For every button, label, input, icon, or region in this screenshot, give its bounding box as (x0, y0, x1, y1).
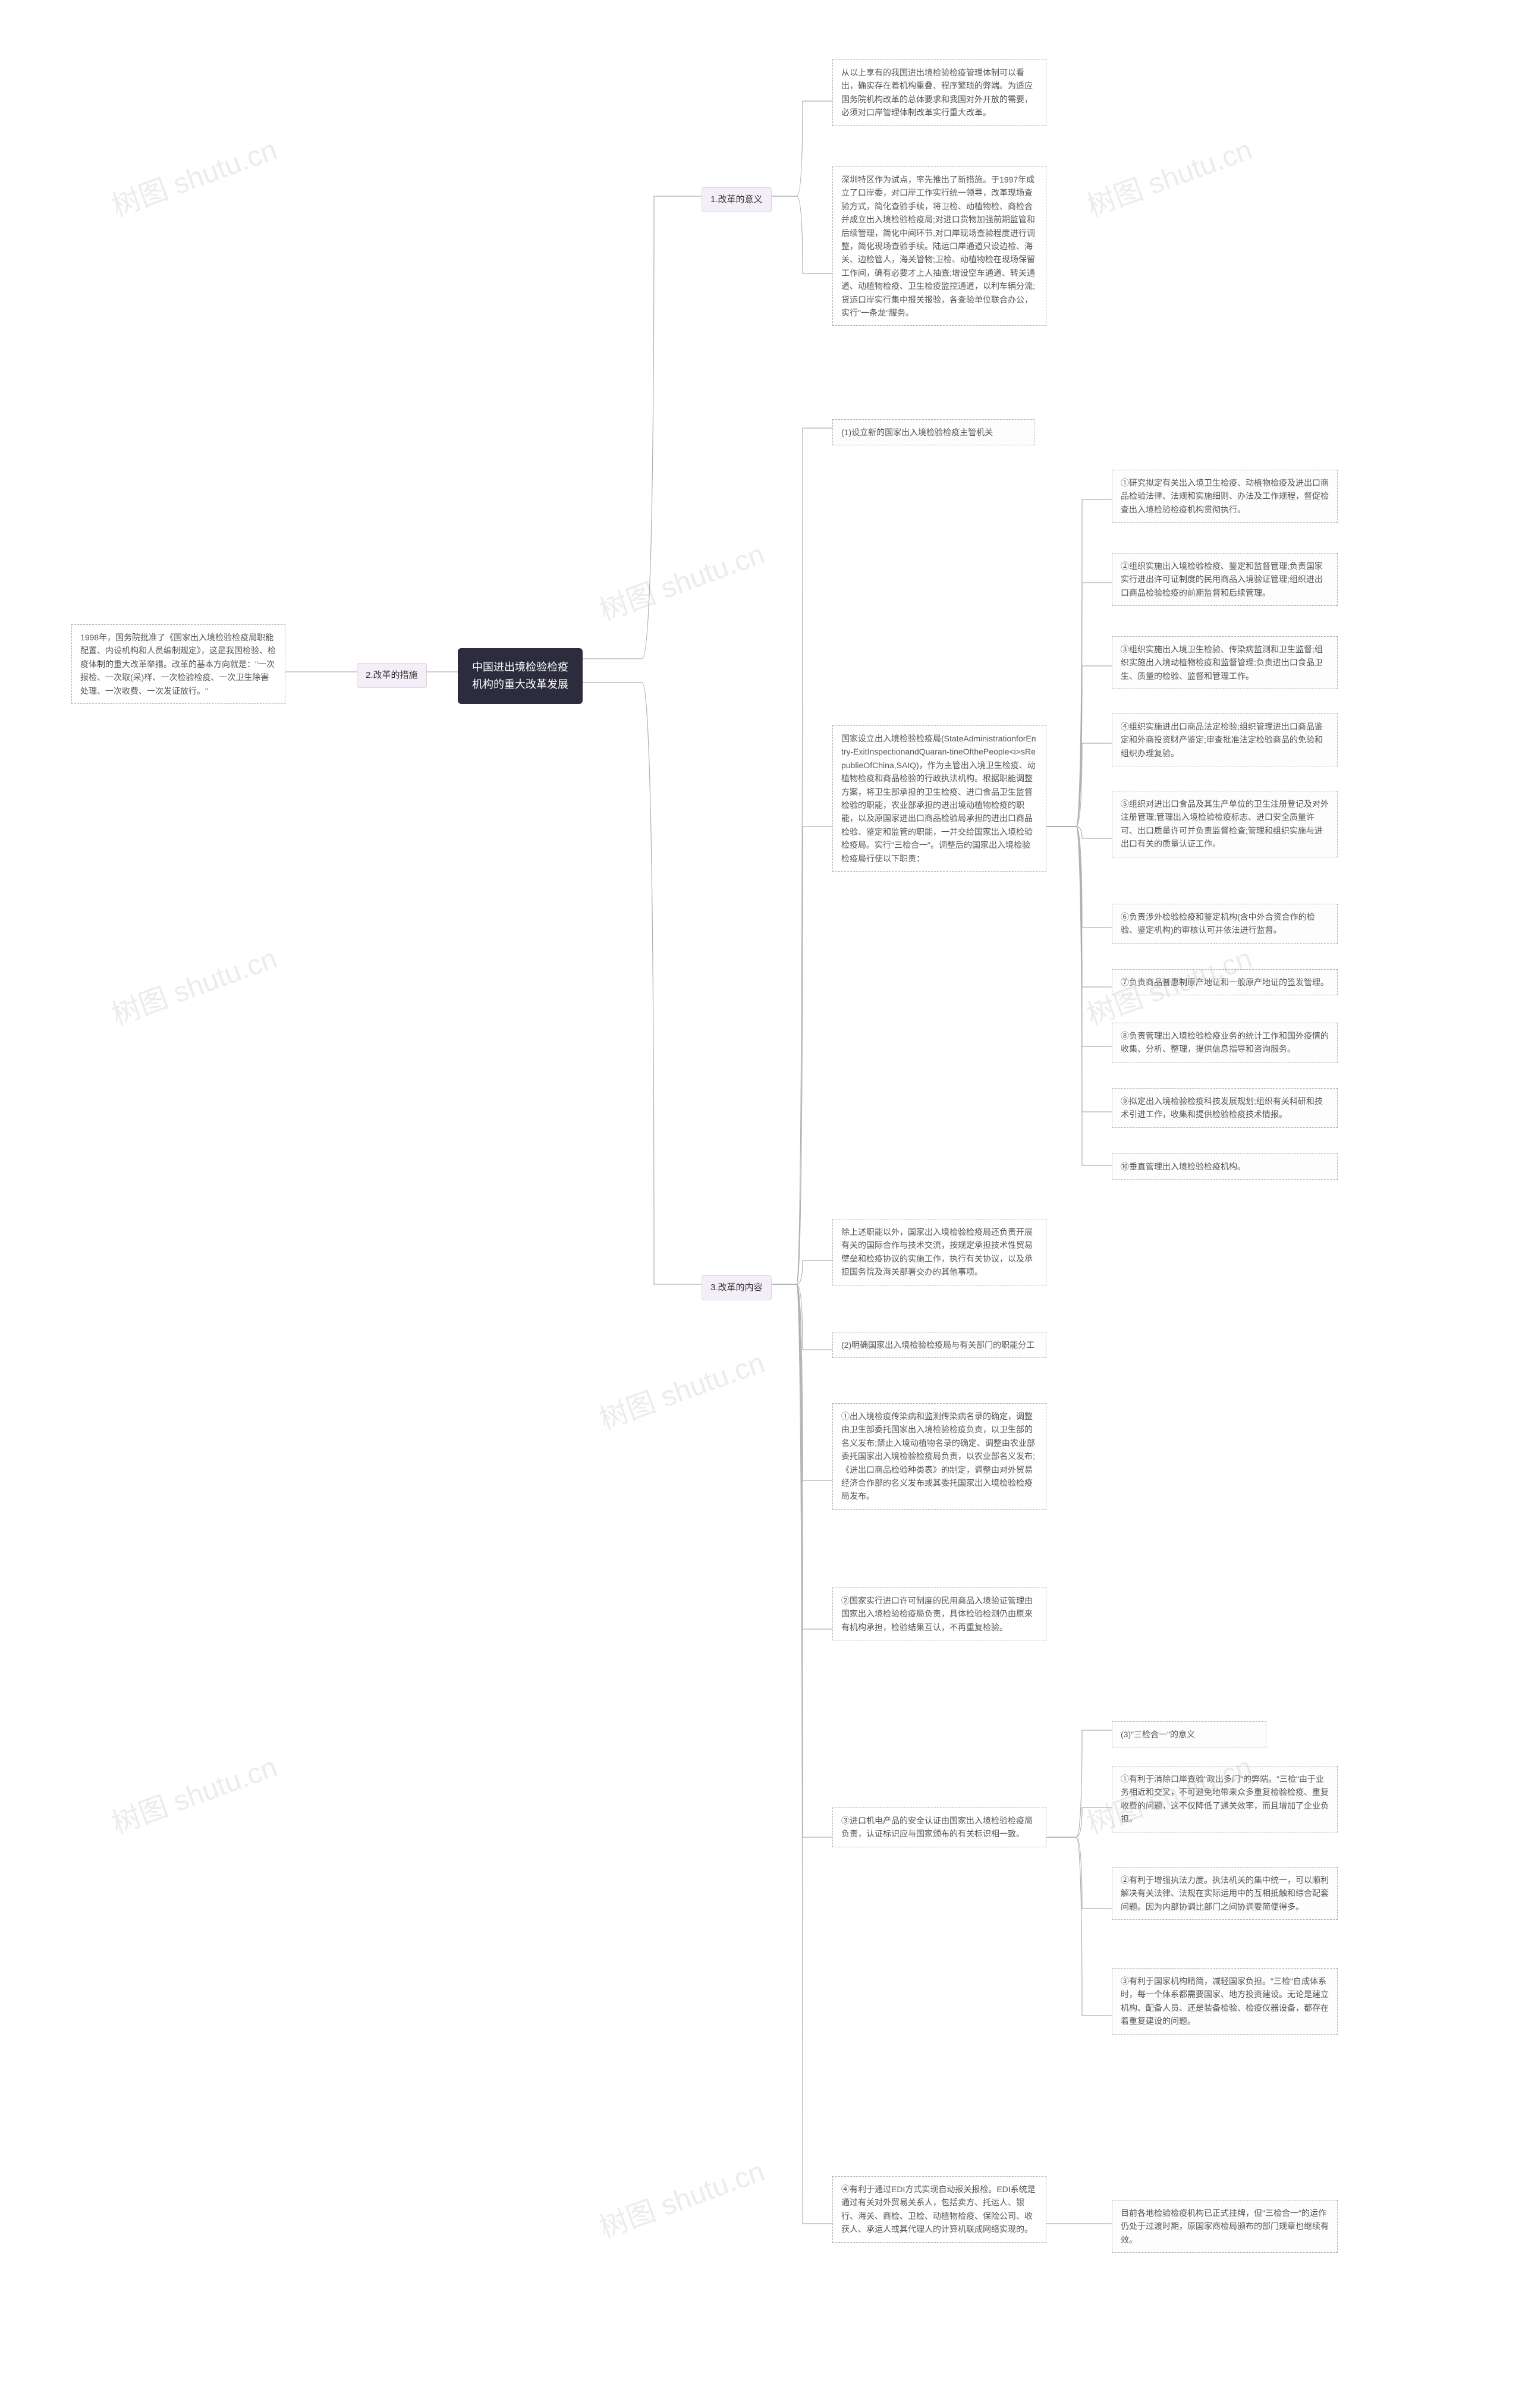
b3-c8-child[interactable]: 目前各地检验检疫机构已正式挂牌，但"三检合一"的运作仍处于过渡时期，原国家商检局… (1112, 2200, 1338, 2253)
b3-c8[interactable]: ④有利于通过EDI方式实现自动报关报检。EDI系统是通过有关对外贸易关系人，包括… (832, 2176, 1046, 2243)
b3-c7-child-1[interactable]: ①有利于消除口岸查验"政出多门"的弊端。"三检"由于业务相近和交叉，不可避免地带… (1112, 1766, 1338, 1832)
branch-3[interactable]: 3.改革的内容 (702, 1275, 772, 1300)
b3-c7-child-3[interactable]: ③有利于国家机构精简，减轻国家负担。"三检"自成体系时，每一个体系都需要国家、地… (1112, 1968, 1338, 2035)
b3-c2-child-10[interactable]: ⑩垂直管理出入境检验检疫机构。 (1112, 1153, 1338, 1180)
b3-c2[interactable]: 国家设立出入境检验检疫局(StateAdministrationforEntry… (832, 725, 1046, 872)
b3-c1[interactable]: (1)设立新的国家出入境检验检疫主管机关 (832, 419, 1034, 445)
b3-c2-child-4[interactable]: ④组织实施进出口商品法定检验;组织管理进出口商品鉴定和外商投资财产鉴定;审查批准… (1112, 713, 1338, 766)
b3-c2-child-3[interactable]: ③组织实施出入境卫生检验、传染病监测和卫生监督;组织实施出入境动植物检疫和监督管… (1112, 636, 1338, 689)
b3-c2-child-5[interactable]: ⑤组织对进出口食品及其生产单位的卫生注册登记及对外注册管理;管理出入境检验检疫标… (1112, 791, 1338, 857)
b3-c7-child-2[interactable]: ②有利于增强执法力度。执法机关的集中统一，可以顺利解决有关法律、法规在实际运用中… (1112, 1867, 1338, 1920)
branch-1[interactable]: 1.改革的意义 (702, 187, 772, 212)
b3-c4[interactable]: (2)明确国家出入境检验检疫局与有关部门的职能分工 (832, 1332, 1046, 1358)
mindmap-canvas: 中国进出境检验检疫机构的重大改革发展 1998年，国务院批准了《国家出入境检验检… (24, 24, 1498, 2384)
branch-2[interactable]: 2.改革的措施 (357, 663, 427, 688)
b3-c2-child-7[interactable]: ⑦负责商品普惠制原产地证和一般原产地证的签发管理。 (1112, 969, 1338, 995)
root-node[interactable]: 中国进出境检验检疫机构的重大改革发展 (458, 648, 583, 704)
b3-c7[interactable]: ③进口机电产品的安全认证由国家出入境检验检疫局负责，认证标识应与国家颁布的有关标… (832, 1807, 1046, 1847)
b3-c3[interactable]: 除上述职能以外，国家出入境检验检疫局还负责开展有关的国际合作与技术交流，按规定承… (832, 1219, 1046, 1285)
b3-c5[interactable]: ①出入境检疫传染病和监测传染病名录的确定，调整由卫生部委托国家出入境检验检疫负责… (832, 1403, 1046, 1510)
b3-c7-side[interactable]: (3)"三检合一"的意义 (1112, 1721, 1266, 1747)
b1-child-2[interactable]: 深圳特区作为试点，率先推出了新措施。于1997年成立了口岸委，对口岸工作实行统一… (832, 166, 1046, 326)
left-intro-node[interactable]: 1998年，国务院批准了《国家出入境检验检疫局职能配置、内设机构和人员编制规定》… (71, 624, 285, 704)
b3-c2-child-8[interactable]: ⑧负责管理出入境检验检疫业务的统计工作和国外疫情的收集、分析、整理，提供信息指导… (1112, 1023, 1338, 1062)
b3-c2-child-6[interactable]: ⑥负责涉外检验检疫和鉴定机构(含中外合资合作的检验、鉴定机构)的审核认可并依法进… (1112, 904, 1338, 944)
b3-c2-child-1[interactable]: ①研究拟定有关出入境卫生检疫、动植物检疫及进出口商品检验法律、法规和实施细则、办… (1112, 470, 1338, 523)
b1-child-1[interactable]: 从以上享有的我国进出境检验检疫管理体制可以看出，确实存在着机构重叠、程序繁琐的弊… (832, 59, 1046, 126)
b3-c2-child-9[interactable]: ⑨拟定出入境检验检疫科技发展规划;组织有关科研和技术引进工作，收集和提供检验检疫… (1112, 1088, 1338, 1128)
b3-c6[interactable]: ②国家实行进口许可制度的民用商品入境验证管理由国家出入境检验检疫局负责，具体检验… (832, 1587, 1046, 1640)
b3-c2-child-2[interactable]: ②组织实施出入境检验检疫、鉴定和监督管理;负责国家实行进出许可证制度的民用商品入… (1112, 553, 1338, 606)
